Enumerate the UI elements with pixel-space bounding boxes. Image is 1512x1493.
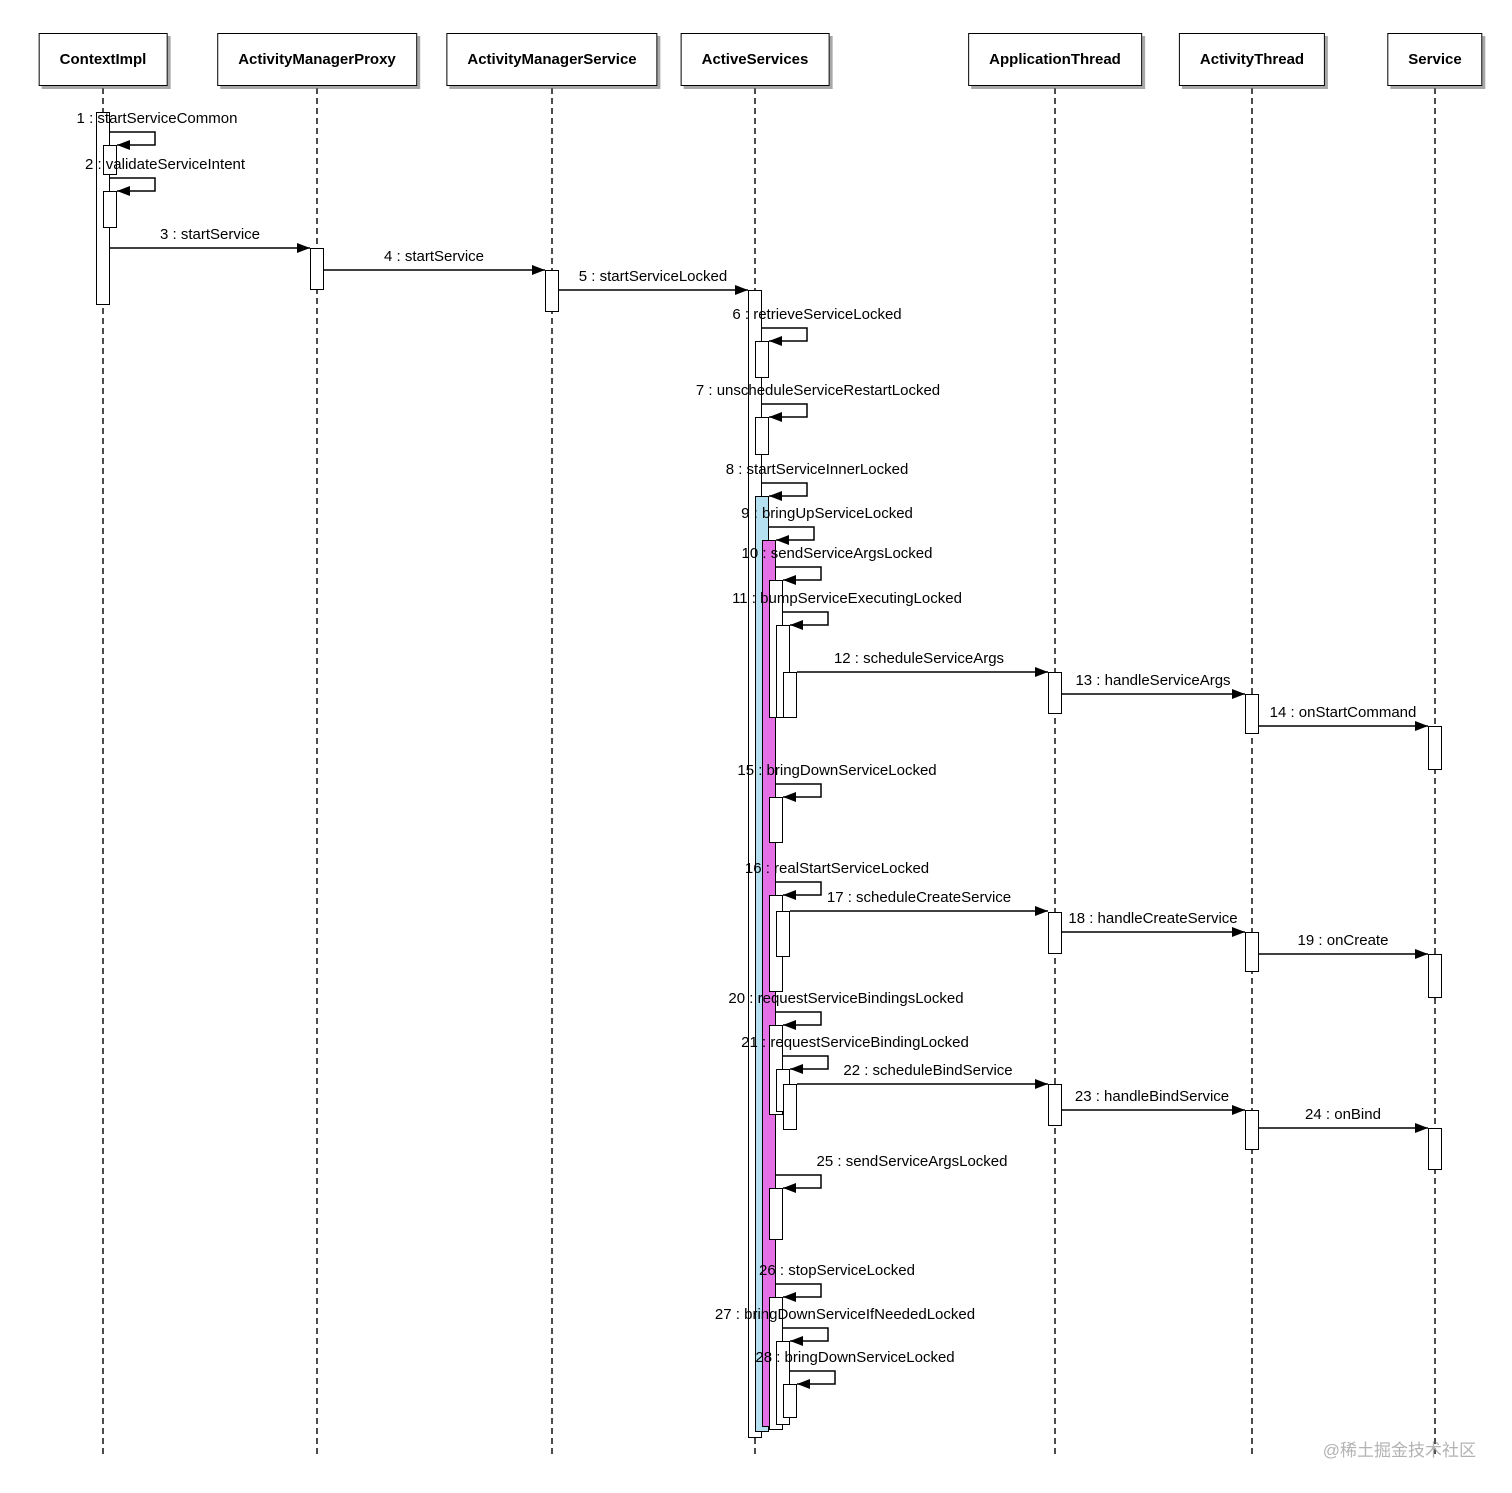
message-arrow-28 bbox=[790, 1370, 836, 1389]
message-arrow-1 bbox=[110, 131, 156, 150]
message-arrow-8 bbox=[762, 482, 808, 501]
message-arrow-15 bbox=[776, 783, 822, 802]
message-arrow-2 bbox=[110, 177, 156, 196]
message-arrow-20 bbox=[776, 1011, 822, 1030]
message-arrow-21 bbox=[783, 1055, 829, 1074]
message-arrow-26 bbox=[776, 1283, 822, 1302]
message-arrow-7 bbox=[762, 403, 808, 422]
message-arrow-16 bbox=[776, 881, 822, 900]
message-arrow-6 bbox=[762, 327, 808, 346]
message-arrow-10 bbox=[776, 566, 822, 585]
message-arrow-9 bbox=[769, 526, 815, 545]
message-arrow-25 bbox=[776, 1174, 822, 1193]
message-arrow-11 bbox=[783, 611, 829, 630]
message-arrow-27 bbox=[783, 1327, 829, 1346]
watermark: @稀土掘金技术社区 bbox=[1322, 1441, 1476, 1460]
